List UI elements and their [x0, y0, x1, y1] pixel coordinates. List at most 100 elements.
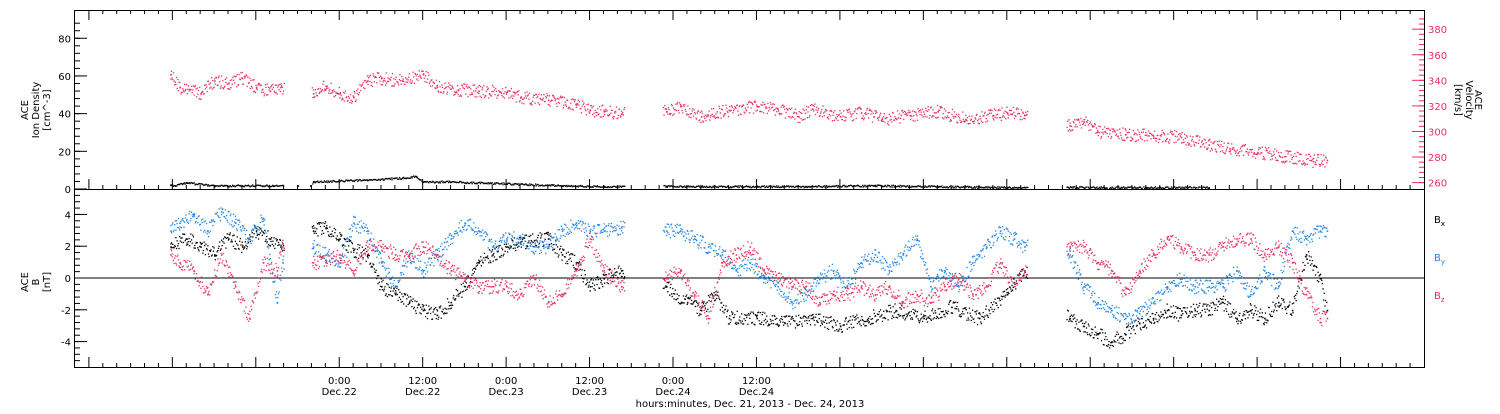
velocity-sample: [226, 77, 227, 78]
bx-sample: [1093, 337, 1094, 338]
velocity-sample: [1240, 148, 1241, 149]
velocity-sample: [875, 113, 876, 114]
bx-sample: [329, 236, 330, 237]
bx-sample: [764, 320, 765, 321]
bx-sample: [342, 245, 343, 246]
bx-sample: [611, 272, 612, 273]
velocity-sample: [856, 118, 857, 119]
velocity-sample: [527, 95, 528, 96]
velocity-sample: [372, 73, 373, 74]
velocity-sample: [319, 92, 320, 93]
density-sample: [954, 187, 955, 188]
bx-sample: [698, 315, 699, 316]
bx-sample: [374, 268, 375, 269]
top-left-tick-label: 0: [65, 185, 71, 196]
bx-sample: [852, 319, 853, 320]
bx-sample: [242, 242, 243, 243]
velocity-sample: [542, 100, 543, 101]
bx-sample: [436, 318, 437, 319]
bx-sample: [796, 323, 797, 324]
velocity-sample: [775, 114, 776, 115]
velocity-sample: [707, 116, 708, 117]
velocity-sample: [1222, 146, 1223, 147]
velocity-sample: [1289, 161, 1290, 162]
bx-sample: [1236, 321, 1237, 322]
velocity-sample: [282, 87, 283, 88]
velocity-sample: [486, 91, 487, 92]
velocity-point: [325, 85, 327, 87]
bx-sample: [788, 316, 789, 317]
velocity-sample: [946, 117, 947, 118]
velocity-sample: [1259, 147, 1260, 148]
velocity-sample: [222, 87, 223, 88]
bx-sample: [187, 244, 188, 245]
density-sample: [449, 181, 450, 182]
bx-sample: [314, 233, 315, 234]
velocity-sample: [332, 91, 333, 92]
bx-sample: [446, 313, 447, 314]
density-sample: [206, 184, 207, 185]
density-sample: [749, 187, 750, 188]
bx-sample: [1216, 299, 1217, 300]
bx-sample: [1125, 334, 1126, 335]
bx-sample: [359, 247, 360, 248]
bx-sample: [407, 304, 408, 305]
density-sample: [766, 186, 767, 187]
density-sample: [441, 181, 442, 182]
bx-sample: [573, 267, 574, 268]
velocity-sample: [904, 111, 905, 112]
velocity-sample: [512, 98, 513, 99]
bx-sample: [419, 312, 420, 313]
bx-sample: [722, 307, 723, 308]
velocity-sample: [668, 109, 669, 110]
velocity-sample: [720, 118, 721, 119]
velocity-sample: [1107, 128, 1108, 129]
bx-sample: [572, 254, 573, 255]
velocity-sample: [847, 110, 848, 111]
velocity-sample: [596, 112, 597, 113]
bx-sample: [749, 315, 750, 316]
velocity-sample: [801, 113, 802, 114]
bx-sample: [1072, 316, 1073, 317]
velocity-sample: [423, 73, 424, 74]
velocity-sample: [253, 79, 254, 80]
bx-sample: [1280, 305, 1281, 306]
bx-sample: [203, 250, 204, 251]
velocity-sample: [172, 79, 173, 80]
velocity-sample: [739, 105, 740, 106]
velocity-sample: [785, 117, 786, 118]
bx-sample: [819, 318, 820, 319]
velocity-sample: [755, 110, 756, 111]
bx-point: [687, 302, 689, 304]
bx-sample: [1079, 329, 1080, 330]
velocity-sample: [1180, 133, 1181, 134]
velocity-sample: [365, 80, 366, 81]
bx-sample: [822, 324, 823, 325]
velocity-sample: [768, 110, 769, 111]
bx-sample: [613, 274, 614, 275]
bx-sample: [415, 310, 416, 311]
bx-sample: [1021, 281, 1022, 282]
velocity-sample: [394, 83, 395, 84]
velocity-sample: [969, 116, 970, 117]
bx-sample: [876, 320, 877, 321]
velocity-sample: [939, 106, 940, 107]
bx-sample: [1107, 346, 1108, 347]
bx-sample: [531, 241, 532, 242]
bx-sample: [996, 305, 997, 306]
velocity-sample: [788, 116, 789, 117]
bx-sample: [219, 241, 220, 242]
bx-sample: [599, 288, 600, 289]
bx-sample: [702, 302, 703, 303]
bx-sample: [1217, 306, 1218, 307]
velocity-sample: [198, 90, 199, 91]
density-sample: [1101, 186, 1102, 187]
bx-sample: [802, 326, 803, 327]
velocity-sample: [1219, 140, 1220, 141]
bx-sample: [437, 310, 438, 311]
velocity-sample: [247, 86, 248, 87]
velocity-sample: [315, 89, 316, 90]
bx-sample: [377, 283, 378, 284]
velocity-sample: [270, 86, 271, 87]
velocity-sample: [812, 105, 813, 106]
